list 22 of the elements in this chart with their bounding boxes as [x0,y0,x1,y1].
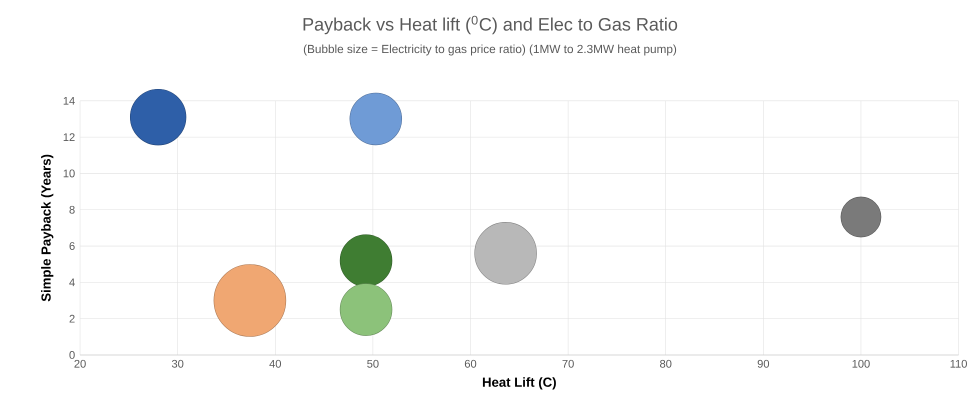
y-axis-title: Simple Payback (Years) [41,154,54,302]
y-tick-label: 2 [70,314,75,323]
x-tick-label: 80 [660,360,672,368]
x-tick-label: 60 [464,360,476,368]
x-tick-label: 70 [562,360,574,368]
x-tick-label: 110 [950,360,967,368]
y-tick-label: 6 [70,242,75,250]
x-tick-label: 100 [852,360,870,368]
x-tick-label: 30 [172,360,184,368]
x-tick-label: 50 [367,360,379,368]
y-tick-label: 0 [69,351,75,359]
x-tick-label: 40 [269,360,282,368]
x-tick-label: 90 [758,360,770,368]
chart-subtitle: (Bubble size = Electricity to gas price ratio) (1MW to 2.3MW heat pump) [304,44,676,56]
y-tick-label: 12 [64,133,75,141]
y-tick-label: 8 [69,206,75,214]
y-tick-label: 4 [69,278,75,286]
y-tick-label: 10 [64,170,75,178]
y-tick-label: 14 [64,97,75,105]
x-tick-label: 20 [74,360,86,368]
x-axis-title: Heat Lift (C) [482,377,556,390]
chart-title: Payback vs Heat lift ($^{0}$C) and Elec to Gas Ratio [304,16,678,34]
